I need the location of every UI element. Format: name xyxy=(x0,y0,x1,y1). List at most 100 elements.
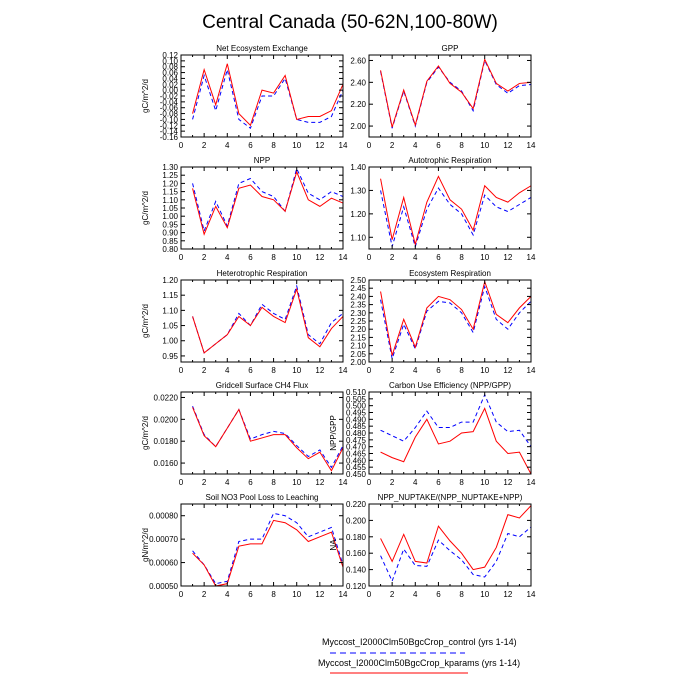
x-tick-label: 4 xyxy=(413,478,418,487)
plot-frame xyxy=(368,279,532,363)
y-tick-label: 2.25 xyxy=(350,317,366,326)
x-tick-label: 6 xyxy=(436,366,441,375)
y-tick-label: 1.15 xyxy=(162,291,178,300)
y-tick-label: 1.40 xyxy=(350,163,366,172)
y-tick-label: 0.220 xyxy=(346,500,367,509)
x-tick-label: 0 xyxy=(367,590,372,599)
panel-title: Autotrophic Respiration xyxy=(408,156,491,165)
x-tick-label: 12 xyxy=(503,253,512,262)
y-tick-label: 0.00060 xyxy=(149,559,178,568)
x-tick-label: 0 xyxy=(367,366,372,375)
series-line-kparams xyxy=(380,407,532,475)
y-tick-label: 0.95 xyxy=(162,352,178,361)
x-tick-label: 8 xyxy=(271,253,276,262)
x-tick-label: 10 xyxy=(480,141,489,150)
y-tick-label: 2.05 xyxy=(350,350,366,359)
panel-title: Heterotrophic Respiration xyxy=(217,269,308,278)
y-tick-label: 0.500 xyxy=(346,402,367,411)
series-line-kparams xyxy=(192,287,344,354)
y-tick-label: 1.10 xyxy=(162,306,178,315)
panel-title: NPP xyxy=(254,156,270,165)
x-tick-label: 8 xyxy=(459,141,464,150)
x-tick-label: 2 xyxy=(390,478,395,487)
x-tick-label: 14 xyxy=(339,590,348,599)
x-tick-label: 8 xyxy=(459,253,464,262)
panel-title: Soil NO3 Pool Loss to Leaching xyxy=(206,493,319,502)
series-line-kparams xyxy=(380,505,532,571)
y-tick-label: 0.490 xyxy=(346,415,367,424)
series-line-control xyxy=(192,284,344,354)
figure-title: Central Canada (50-62N,100-80W) xyxy=(202,12,498,33)
x-tick-label: 10 xyxy=(292,366,301,375)
y-tick-label: 0.85 xyxy=(162,237,178,246)
y-tick-label: 1.25 xyxy=(162,171,178,180)
y-tick-label: 0.475 xyxy=(346,436,367,445)
x-tick-label: 6 xyxy=(436,478,441,487)
y-tick-label: 2.15 xyxy=(350,333,366,342)
x-tick-label: 10 xyxy=(480,478,489,487)
x-tick-label: 10 xyxy=(292,253,301,262)
y-tick-label: -0.04 xyxy=(160,98,179,107)
x-tick-label: 0 xyxy=(179,590,184,599)
x-tick-label: 10 xyxy=(292,141,301,150)
y-axis-label: NA xyxy=(329,539,338,551)
x-tick-label: 6 xyxy=(436,253,441,262)
y-tick-label: 1.10 xyxy=(350,233,366,242)
series-line-control xyxy=(192,69,344,130)
y-tick-label: 2.30 xyxy=(350,309,366,318)
y-tick-label: 0.10 xyxy=(162,57,178,66)
y-tick-label: -0.02 xyxy=(160,92,179,101)
y-tick-label: 0.460 xyxy=(346,456,367,465)
y-tick-label: 0.160 xyxy=(346,549,367,558)
series-line-control xyxy=(380,284,532,361)
y-tick-label: -0.14 xyxy=(160,127,179,136)
x-tick-label: 4 xyxy=(225,366,230,375)
y-tick-label: 0.200 xyxy=(346,516,367,525)
y-tick-label: 0.06 xyxy=(162,69,178,78)
x-tick-label: 2 xyxy=(390,253,395,262)
y-axis-label: gC/m^2/d xyxy=(141,304,150,338)
y-tick-label: 2.20 xyxy=(350,325,366,334)
x-tick-label: 0 xyxy=(367,478,372,487)
plot-frame xyxy=(368,503,532,587)
x-tick-label: 8 xyxy=(271,366,276,375)
x-tick-label: 14 xyxy=(339,366,348,375)
x-tick-label: 12 xyxy=(315,590,324,599)
panel-title: NPP_NUPTAKE/(NPP_NUPTAKE+NPP) xyxy=(378,493,523,502)
y-tick-label: 0.0220 xyxy=(154,393,179,402)
x-tick-label: 10 xyxy=(480,253,489,262)
y-tick-label: 2.20 xyxy=(350,100,366,109)
x-tick-label: 12 xyxy=(315,478,324,487)
y-tick-label: 2.60 xyxy=(350,56,366,65)
y-tick-label: 0.470 xyxy=(346,443,367,452)
y-tick-label: 0.95 xyxy=(162,220,178,229)
y-tick-label: 0.0180 xyxy=(154,437,179,446)
y-tick-label: 1.20 xyxy=(162,179,178,188)
y-tick-label: 2.00 xyxy=(350,358,366,367)
x-tick-label: 6 xyxy=(248,478,253,487)
x-tick-label: 4 xyxy=(225,141,230,150)
y-tick-label: 0.465 xyxy=(346,450,367,459)
legend-label-control: Myccost_I2000Clm50BgcCrop_control (yrs 1… xyxy=(322,637,517,647)
y-tick-label: 0.450 xyxy=(346,470,367,479)
y-tick-label: 1.05 xyxy=(162,322,178,331)
y-tick-label: 2.35 xyxy=(350,301,366,310)
x-tick-label: 14 xyxy=(527,141,536,150)
x-tick-label: 8 xyxy=(271,141,276,150)
x-tick-label: 14 xyxy=(339,478,348,487)
y-tick-label: 0.12 xyxy=(162,51,178,60)
y-tick-label: 1.05 xyxy=(162,204,178,213)
series-line-kparams xyxy=(192,519,344,587)
x-tick-label: 14 xyxy=(339,253,348,262)
x-tick-label: 4 xyxy=(413,590,418,599)
series-line-control xyxy=(380,393,532,447)
x-tick-label: 6 xyxy=(248,366,253,375)
y-tick-label: 0.00080 xyxy=(149,512,178,521)
series-line-kparams xyxy=(192,407,344,472)
panel-net-ecosystem-exchange: Net Ecosystem Exchange gC/m^2/d 0 2 4 6 8 10 12 1… xyxy=(141,44,348,150)
plot-frame xyxy=(180,503,344,587)
x-tick-label: 0 xyxy=(179,253,184,262)
x-tick-label: 4 xyxy=(413,366,418,375)
x-tick-label: 8 xyxy=(459,366,464,375)
